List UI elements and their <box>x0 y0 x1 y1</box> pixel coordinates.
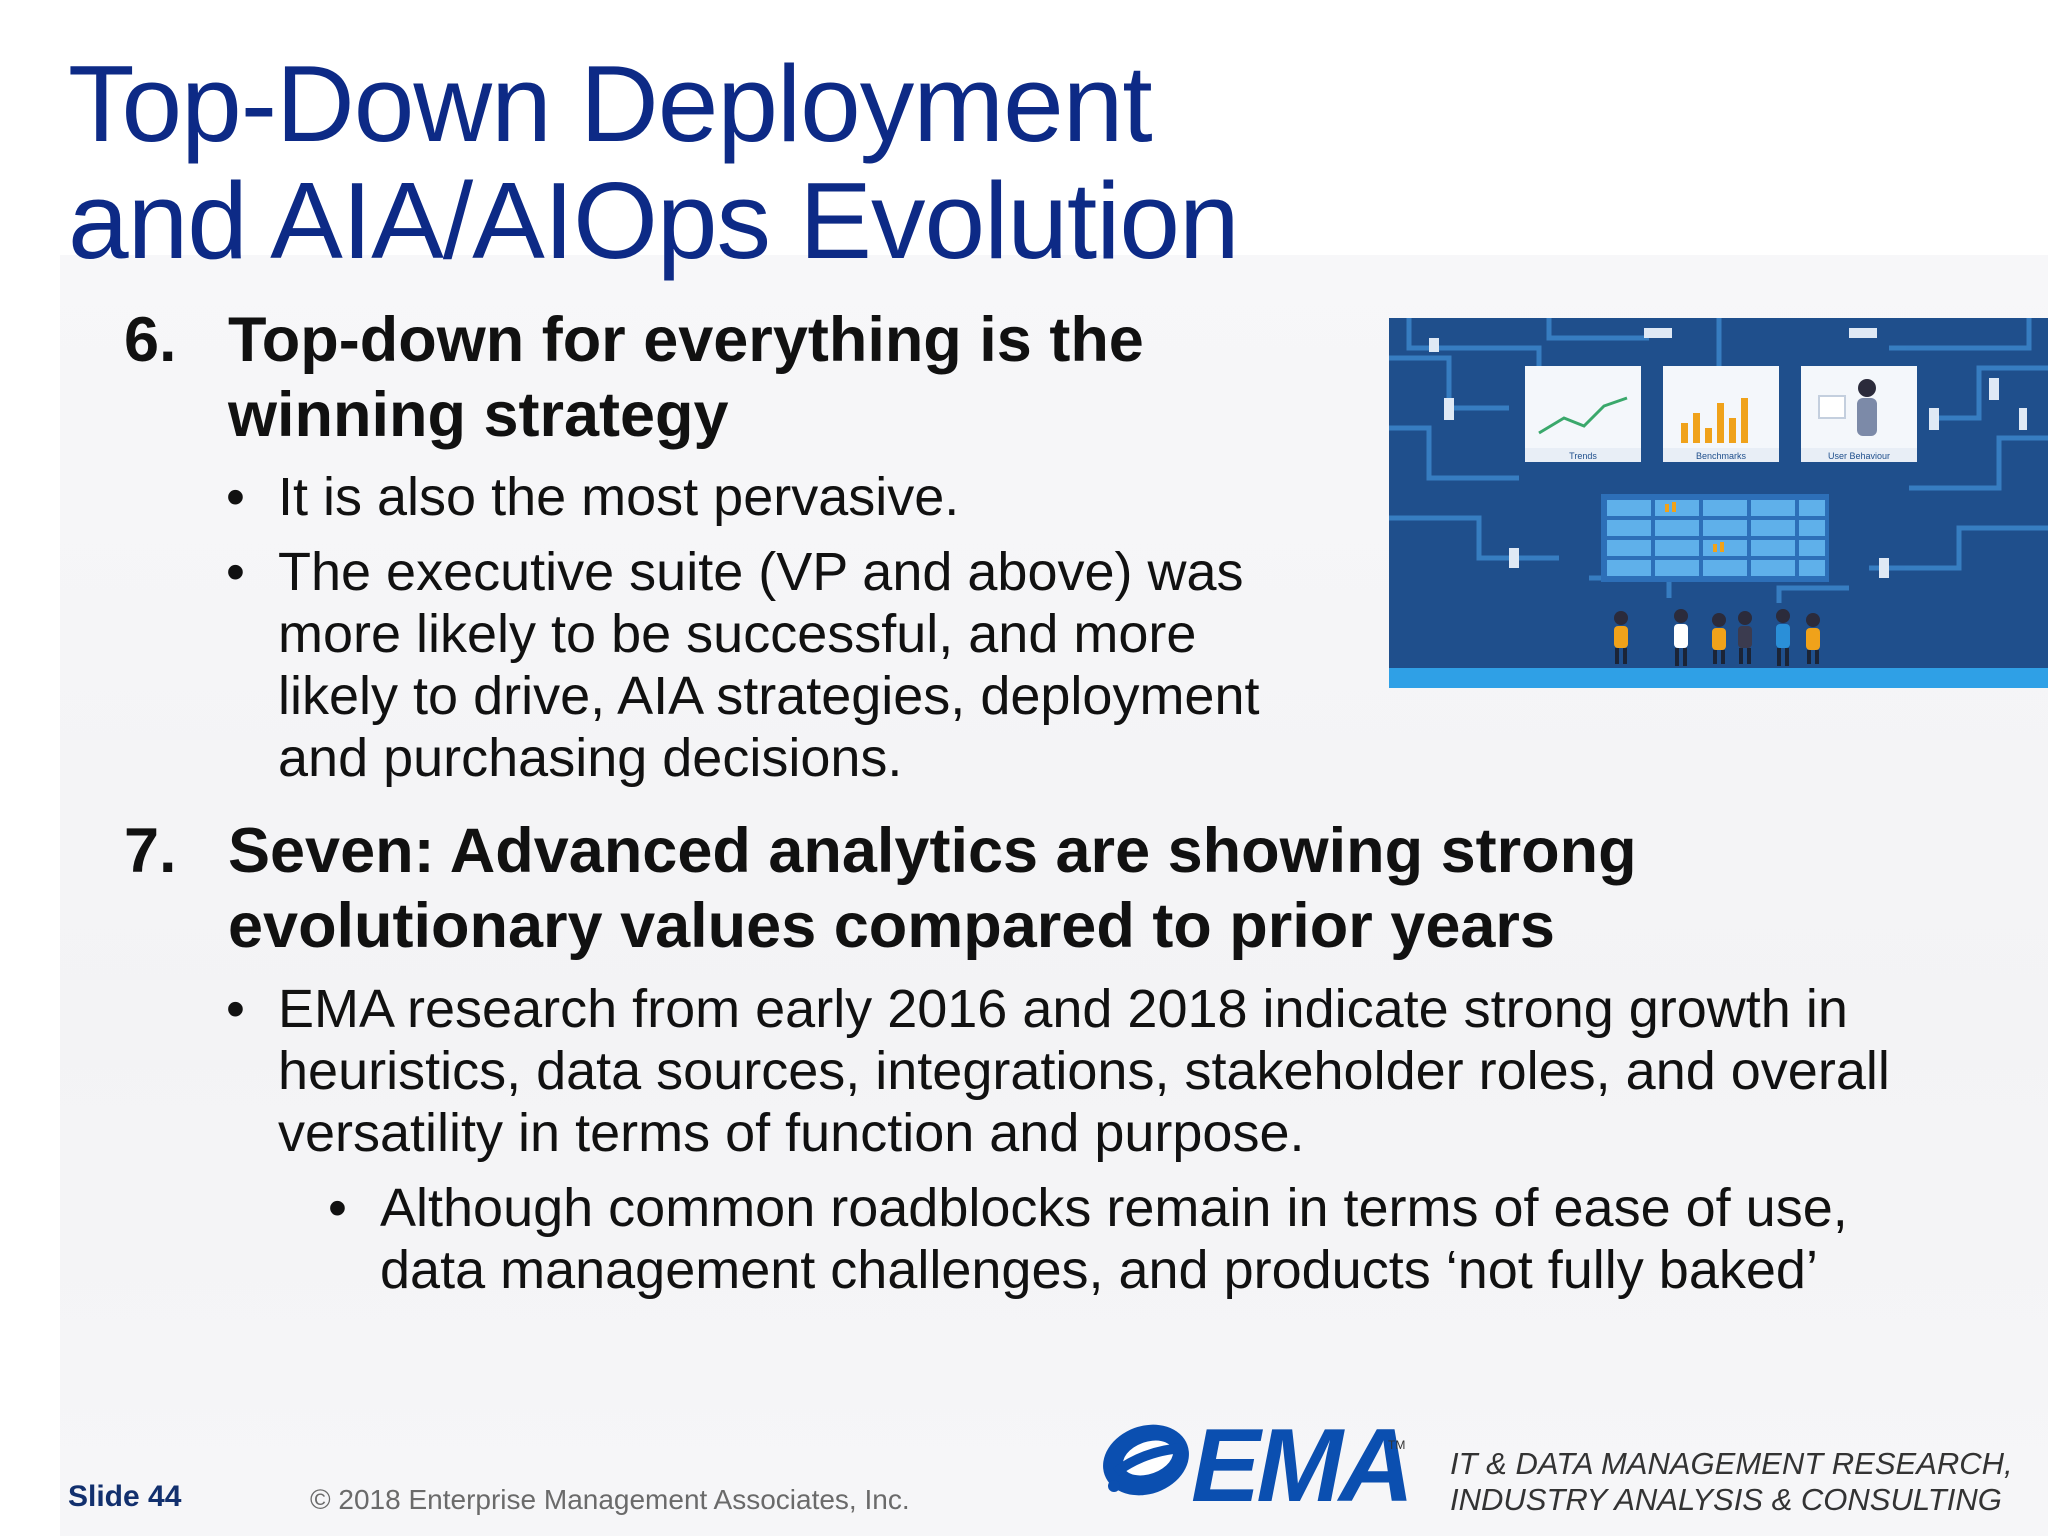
copyright-notice: © 2018 Enterprise Management Associates,… <box>310 1484 910 1515</box>
bullet-line: EMA research from early 2016 and 2018 in… <box>278 979 1848 1039</box>
tagline-line-2: INDUSTRY ANALYSIS & CONSULTING <box>1450 1482 2002 1517</box>
bullet-line: The executive suite (VP and above) was <box>278 542 1244 602</box>
bullet-line: It is also the most pervasive. <box>278 467 960 527</box>
section-7-number: 7. <box>124 816 177 886</box>
bullet-text: The executive suite (VP and above) was m… <box>278 541 1260 789</box>
bullet-text: It is also the most pervasive. <box>278 466 959 528</box>
bullet-dot: • <box>226 979 245 1039</box>
slide-title: Top-Down Deployment and AIA/AIOps Evolut… <box>68 43 1240 282</box>
trademark-mark: TM <box>1388 1438 1406 1452</box>
slide-number: Slide 44 <box>68 1480 182 1513</box>
bullet-dot: • <box>226 542 245 602</box>
section-6-heading-line-2: winning strategy <box>228 380 729 450</box>
bullet-text: Although common roadblocks remain in ter… <box>380 1177 1848 1301</box>
bullet-line: versatility in terms of function and pur… <box>278 1103 1305 1163</box>
panel-label-benchmarks: Benchmarks <box>1696 451 1747 461</box>
bullet-line: data management challenges, and products… <box>380 1240 1818 1300</box>
bullet-line: and purchasing decisions. <box>278 728 903 788</box>
section-6-heading-line-1: Top-down for everything is the <box>228 305 1144 375</box>
ema-logo-text: EMA <box>1191 1408 1414 1524</box>
slide-title-line-1: Top-Down Deployment <box>68 43 1153 165</box>
panel-label-user-behaviour: User Behaviour <box>1828 451 1890 461</box>
ema-logo-swirl-icon <box>1103 1424 1189 1496</box>
bullet-line: Although common roadblocks remain in ter… <box>380 1178 1848 1238</box>
bullet-line: likely to drive, AIA strategies, deploym… <box>278 666 1260 726</box>
section-6-heading-text: Top-down for everything is the winning s… <box>228 303 1144 453</box>
bullet-line: heuristics, data sources, integrations, … <box>278 1041 1890 1101</box>
section-7-heading-line-1: Seven: Advanced analytics are showing st… <box>228 816 1637 886</box>
bullet-text: EMA research from early 2016 and 2018 in… <box>278 978 1890 1164</box>
tagline-line-1: IT & DATA MANAGEMENT RESEARCH, <box>1450 1446 2013 1481</box>
panel-label-trends: Trends <box>1569 451 1597 461</box>
section-6-number: 6. <box>124 305 177 375</box>
analytics-dashboard-illustration: Trends Benchmarks User Behaviour <box>1389 318 2048 688</box>
slide-title-line-2: and AIA/AIOps Evolution <box>68 160 1240 282</box>
bullet-dot: • <box>226 467 245 527</box>
bullet-line: more likely to be successful, and more <box>278 604 1197 664</box>
section-7-heading-text: Seven: Advanced analytics are showing st… <box>228 814 1637 964</box>
company-tagline: IT & DATA MANAGEMENT RESEARCH, INDUSTRY … <box>1450 1446 2013 1518</box>
bullet-dot: • <box>328 1178 347 1238</box>
ema-logo: EMA TM <box>1096 1408 1414 1524</box>
section-7-heading-line-2: evolutionary values compared to prior ye… <box>228 891 1555 961</box>
